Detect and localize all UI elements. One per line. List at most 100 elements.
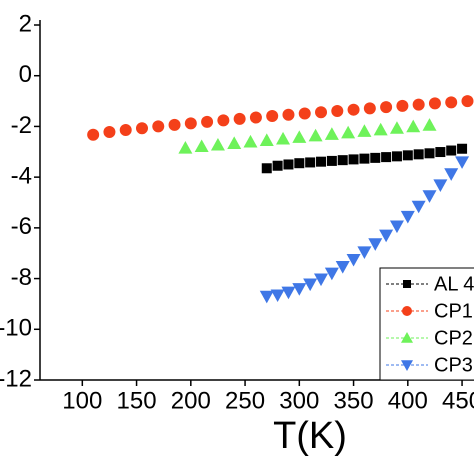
data-point (283, 159, 294, 170)
data-point (326, 155, 337, 166)
data-point (314, 273, 329, 287)
data-point (272, 160, 283, 171)
data-point (87, 128, 100, 141)
y-tick-label: 2 (19, 10, 32, 37)
data-point (308, 128, 323, 142)
data-point (391, 151, 402, 162)
legend-marker (401, 360, 413, 371)
data-point (348, 154, 359, 165)
y-tick-label: -12 (0, 365, 32, 392)
x-tick-label: 250 (225, 387, 265, 414)
data-point (396, 99, 409, 112)
data-point (135, 122, 148, 135)
data-point (243, 134, 258, 148)
data-point (276, 131, 291, 145)
legend-marker (401, 332, 413, 343)
data-point (389, 220, 404, 234)
data-point (373, 122, 388, 136)
legend-marker (402, 306, 412, 316)
data-point (444, 168, 459, 181)
data-point (389, 121, 404, 134)
data-point (433, 179, 448, 193)
legend-label: CP2 (434, 327, 473, 349)
data-point (357, 246, 372, 259)
data-point (457, 143, 468, 154)
data-point (446, 145, 457, 156)
data-point (412, 98, 425, 111)
y-tick-label: -8 (11, 264, 32, 291)
data-point (305, 157, 316, 168)
data-point (445, 96, 458, 109)
data-point (461, 95, 474, 108)
data-point (292, 130, 307, 143)
x-tick-label: 100 (62, 387, 102, 414)
data-point (294, 158, 305, 169)
data-point (422, 190, 437, 203)
y-tick-label: -6 (11, 213, 32, 240)
data-point (168, 118, 181, 131)
data-point (270, 289, 285, 303)
data-point (261, 163, 272, 174)
data-point (379, 229, 394, 243)
data-point (259, 290, 274, 304)
legend-box (379, 267, 474, 381)
data-point (406, 119, 421, 133)
data-point (178, 140, 193, 154)
data-point (380, 101, 393, 114)
data-point (119, 123, 132, 136)
x-tick-label: 400 (388, 387, 428, 414)
data-point (266, 110, 279, 123)
data-point (357, 124, 372, 137)
data-point (184, 117, 197, 130)
legend-label: CP1 (434, 300, 473, 322)
data-point (324, 127, 339, 140)
data-point (347, 103, 360, 116)
x-tick-label: 300 (279, 387, 319, 414)
data-point (331, 104, 344, 117)
data-point (368, 238, 383, 251)
x-tick-label: 200 (171, 387, 211, 414)
data-point (259, 133, 274, 146)
data-point (217, 114, 230, 127)
data-point (201, 115, 214, 128)
data-point (303, 278, 318, 292)
legend-label: CP3 (434, 354, 473, 376)
x-axis-label: T(K) (273, 415, 347, 457)
data-point (422, 118, 437, 131)
data-point (103, 126, 116, 139)
data-point (292, 283, 307, 296)
data-point (316, 156, 327, 167)
data-point (435, 147, 446, 158)
x-tick-label: 150 (117, 387, 157, 414)
data-point (233, 112, 246, 125)
data-point (298, 107, 311, 120)
data-point (281, 286, 296, 300)
data-point (337, 155, 348, 166)
legend-label: AL 4 (434, 273, 474, 295)
data-point (402, 150, 413, 161)
data-point (227, 136, 242, 150)
data-point (152, 120, 165, 133)
data-point (424, 148, 435, 159)
x-tick-label: 350 (334, 387, 374, 414)
data-point (411, 200, 426, 214)
legend-marker (403, 280, 411, 288)
data-point (400, 210, 415, 224)
data-point (370, 152, 381, 163)
y-tick-label: -10 (0, 315, 32, 342)
data-point (381, 152, 392, 163)
x-tick-label: 450 (442, 387, 474, 414)
data-point (428, 97, 441, 110)
y-tick-label: -2 (11, 112, 32, 139)
data-point (324, 267, 339, 281)
data-point (315, 106, 328, 119)
data-point (335, 261, 350, 274)
data-point (210, 137, 225, 151)
data-point (194, 139, 209, 153)
y-tick-label: 0 (19, 61, 32, 88)
data-point (249, 111, 262, 124)
data-point (455, 156, 470, 169)
data-point (282, 108, 295, 121)
data-point (413, 149, 424, 160)
